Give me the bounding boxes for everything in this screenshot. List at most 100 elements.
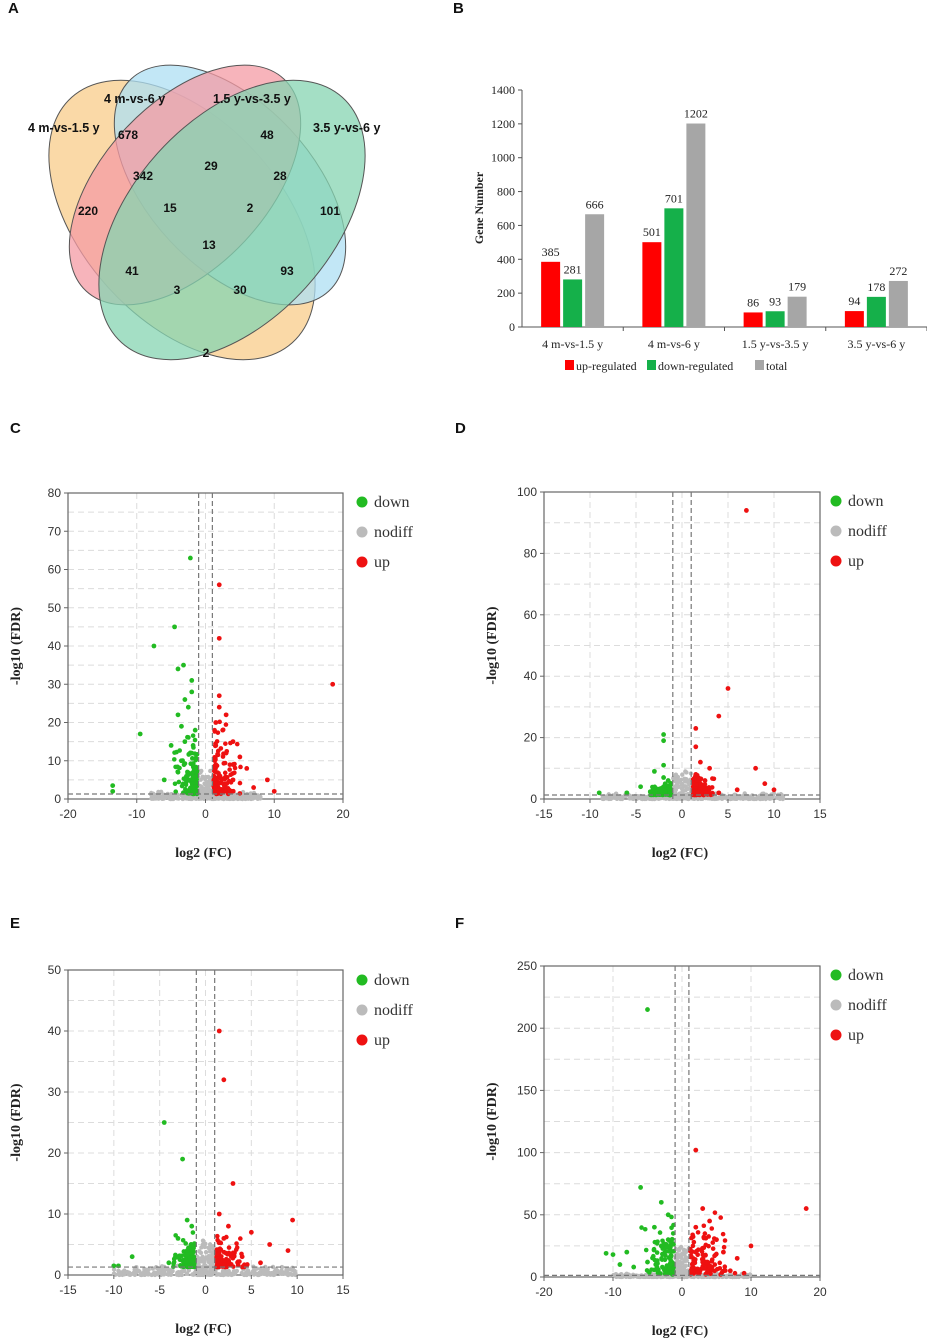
legend-label-down-regulated: down-regulated xyxy=(658,359,733,373)
y-axis-label: -log10 (FDR) xyxy=(485,1082,500,1160)
y-tick-label: 80 xyxy=(524,546,538,560)
point-nodiff xyxy=(226,1268,231,1274)
point-down xyxy=(110,783,116,789)
legend-label-down: down xyxy=(374,494,410,511)
point-nodiff xyxy=(261,1268,267,1273)
legend-swatch-down-regulated xyxy=(647,360,656,370)
point-up xyxy=(330,681,336,687)
point-down xyxy=(137,731,143,737)
venn-region-value: 2 xyxy=(247,201,254,215)
point-up xyxy=(703,1272,709,1277)
legend-swatch-total xyxy=(755,360,764,370)
point-down xyxy=(661,738,666,744)
point-down xyxy=(172,624,177,630)
point-up xyxy=(244,766,250,771)
point-up xyxy=(699,1249,705,1254)
point-nodiff xyxy=(207,781,212,787)
point-nodiff xyxy=(720,795,725,800)
point-up xyxy=(216,693,222,699)
y-tick-label: 50 xyxy=(524,1208,538,1222)
legend-marker-nodiff xyxy=(830,999,842,1011)
legend-label-up: up xyxy=(848,1027,864,1044)
point-down xyxy=(179,723,184,729)
point-up xyxy=(228,772,234,778)
point-nodiff xyxy=(691,796,697,801)
x-tick-label: 10 xyxy=(744,1285,758,1299)
point-nodiff xyxy=(161,1269,166,1274)
point-down xyxy=(624,790,630,796)
point-nodiff xyxy=(201,795,206,801)
point-up xyxy=(702,787,708,792)
point-up xyxy=(689,1235,694,1241)
y-axis-label: Gene Number xyxy=(472,171,486,244)
point-down xyxy=(175,764,180,770)
bar-up-regulated xyxy=(642,242,662,327)
point-down xyxy=(617,1262,623,1267)
point-nodiff xyxy=(673,772,679,777)
point-up xyxy=(248,1229,254,1235)
legend-label-up: up xyxy=(374,554,390,571)
legend-label-nodiff: nodiff xyxy=(848,523,887,540)
point-nodiff xyxy=(600,796,605,802)
point-up xyxy=(228,1262,234,1268)
point-down xyxy=(185,777,191,783)
point-nodiff xyxy=(166,1267,171,1273)
point-down xyxy=(651,1246,657,1252)
point-down xyxy=(658,1243,664,1249)
point-up xyxy=(241,1264,247,1269)
point-down xyxy=(171,757,177,762)
point-nodiff xyxy=(196,1262,201,1267)
point-nodiff xyxy=(679,1272,685,1277)
y-tick-label: 40 xyxy=(524,669,538,683)
point-down xyxy=(175,712,181,718)
venn-region-value: 28 xyxy=(273,169,287,183)
point-up xyxy=(693,1224,699,1230)
bar-down-regulated xyxy=(765,311,785,327)
point-down xyxy=(185,773,191,778)
point-up xyxy=(222,775,227,781)
point-nodiff xyxy=(152,1271,157,1276)
venn-region-value: 220 xyxy=(78,204,98,218)
x-tick-label: 0 xyxy=(679,807,686,821)
point-nodiff xyxy=(675,796,680,801)
point-up xyxy=(237,780,243,786)
point-down xyxy=(187,555,193,561)
point-up xyxy=(712,1253,717,1259)
point-up xyxy=(709,1257,715,1262)
point-down xyxy=(189,1258,195,1264)
point-nodiff xyxy=(204,785,209,790)
point-down xyxy=(665,1212,671,1218)
y-tick-label: 800 xyxy=(497,185,515,199)
point-nodiff xyxy=(170,794,176,800)
point-down xyxy=(189,678,195,683)
point-down xyxy=(670,1269,676,1275)
point-nodiff xyxy=(755,794,760,800)
point-down xyxy=(190,733,196,738)
point-nodiff xyxy=(279,1264,285,1270)
y-tick-label: 1000 xyxy=(491,151,515,165)
x-axis-label: log2 (FC) xyxy=(175,846,232,861)
x-tick-label: -10 xyxy=(105,1283,123,1297)
point-up xyxy=(732,1270,738,1276)
point-up xyxy=(718,1272,723,1277)
point-down xyxy=(185,704,191,710)
point-up xyxy=(221,1262,227,1268)
point-down xyxy=(179,783,185,789)
point-down xyxy=(667,1266,672,1271)
point-nodiff xyxy=(673,1254,679,1260)
point-nodiff xyxy=(678,1252,684,1258)
point-nodiff xyxy=(205,1271,210,1276)
legend-label-down: down xyxy=(848,493,884,510)
bar-value-label: 501 xyxy=(643,225,661,239)
point-down xyxy=(129,1254,135,1260)
point-up xyxy=(215,752,221,758)
point-nodiff xyxy=(199,768,204,774)
bar-down-regulated xyxy=(563,279,583,327)
point-up xyxy=(227,787,232,793)
legend-marker-up xyxy=(356,1034,368,1046)
point-nodiff xyxy=(232,796,237,801)
point-down xyxy=(190,775,196,780)
point-down xyxy=(660,1238,665,1244)
point-down xyxy=(192,737,198,743)
